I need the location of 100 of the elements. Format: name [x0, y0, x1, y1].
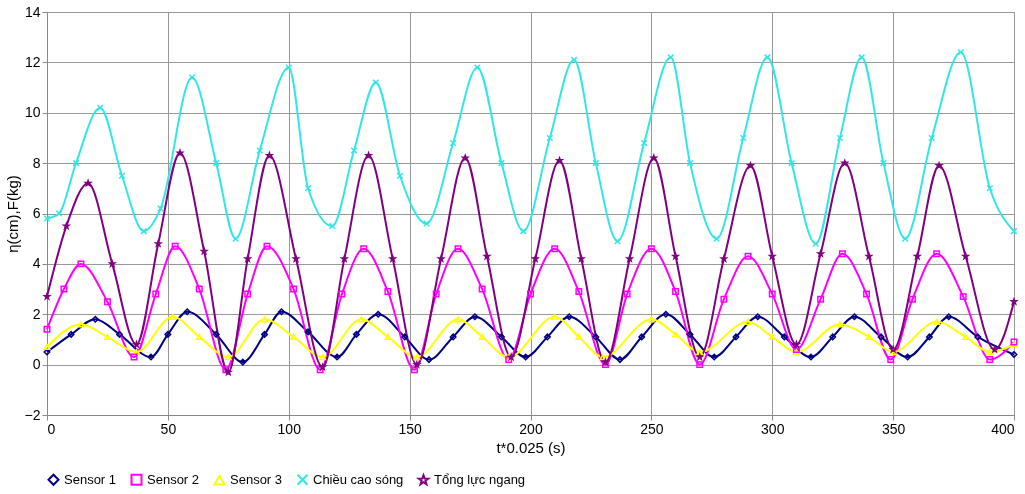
point [483, 252, 491, 260]
point [454, 245, 462, 253]
point [887, 356, 895, 364]
point [933, 318, 941, 325]
point [793, 340, 800, 348]
point [413, 353, 421, 361]
legend-label: Chiều cao sóng [313, 471, 404, 487]
point [667, 53, 675, 61]
point [863, 290, 871, 298]
legend-label: Sensor 1 [64, 471, 117, 487]
point [195, 285, 203, 293]
point [623, 290, 631, 298]
point [239, 358, 247, 366]
point [527, 290, 534, 298]
point [471, 313, 479, 321]
point [152, 290, 160, 298]
point [945, 313, 953, 321]
point [780, 333, 788, 341]
point [290, 285, 298, 293]
point [67, 330, 75, 338]
point [720, 255, 728, 262]
point [498, 333, 505, 341]
point [244, 290, 252, 298]
y-tick-label: 14 [24, 3, 41, 20]
point [768, 252, 776, 260]
y-axis-title: η(cm),F(kg) [3, 175, 21, 253]
point [565, 313, 573, 321]
point [374, 310, 382, 318]
point [650, 154, 658, 162]
point [154, 240, 162, 247]
point [908, 295, 916, 303]
point [974, 333, 982, 341]
point [744, 252, 752, 260]
point [84, 179, 92, 187]
point [577, 255, 585, 262]
point [616, 356, 624, 364]
point [1010, 351, 1018, 359]
point [389, 255, 397, 262]
y-tick-label: 6 [32, 205, 41, 221]
x-tick-label: 100 [277, 420, 302, 437]
x-tick-label: 400 [991, 420, 1015, 437]
point [77, 260, 85, 268]
point [103, 298, 111, 306]
point [768, 290, 776, 298]
legend-label: Tổng lực ngang [434, 472, 526, 488]
point [384, 288, 392, 296]
point [962, 333, 970, 341]
point [413, 361, 421, 368]
point [531, 255, 539, 262]
point [432, 290, 440, 298]
point [638, 333, 646, 341]
point [133, 340, 140, 348]
point [754, 313, 762, 321]
point [200, 247, 208, 255]
point [338, 290, 346, 298]
point [304, 328, 312, 336]
legend-label: Sensor 2 [147, 471, 200, 487]
point [164, 330, 172, 338]
point [410, 366, 418, 374]
point [263, 242, 271, 250]
x-tick-label: 300 [761, 420, 785, 437]
point [672, 288, 680, 296]
y-tick-label: 2 [32, 305, 41, 322]
point [171, 242, 179, 250]
x-tick-label: 0 [47, 420, 56, 437]
point [913, 252, 921, 260]
point [829, 333, 837, 341]
point [91, 315, 99, 323]
point [817, 295, 825, 303]
point [43, 293, 51, 300]
point [744, 318, 752, 325]
point [478, 285, 486, 293]
x-tick-label: 150 [398, 420, 423, 437]
point [836, 134, 844, 142]
point [696, 361, 704, 369]
point [108, 260, 116, 267]
point [672, 331, 680, 338]
point [103, 333, 111, 341]
point [316, 366, 324, 374]
point [290, 333, 298, 341]
point [838, 250, 846, 258]
point [60, 285, 68, 293]
point [933, 250, 941, 258]
point [575, 288, 583, 296]
point [904, 353, 912, 361]
y-tick-label: 8 [32, 154, 41, 171]
point [130, 353, 138, 361]
point [522, 353, 530, 361]
point [841, 159, 849, 167]
point [686, 330, 694, 338]
point [401, 333, 409, 341]
point [212, 330, 220, 338]
point [768, 333, 776, 341]
point [710, 353, 718, 361]
y-tick-label: 0 [32, 356, 41, 373]
point [425, 356, 433, 364]
point [461, 154, 469, 162]
point [850, 313, 858, 321]
point [423, 220, 431, 228]
point [925, 333, 933, 341]
